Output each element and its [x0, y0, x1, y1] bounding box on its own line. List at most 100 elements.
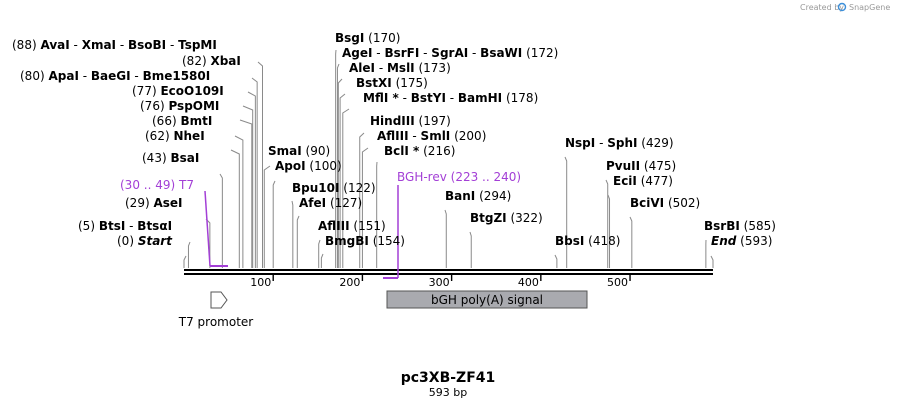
- enzyme-name: BtsαI: [137, 219, 172, 233]
- features: T7 promoter bGH poly(A) signal: [178, 290, 588, 329]
- cut-site-line: [607, 194, 611, 268]
- cut-site-lines: [183, 49, 714, 268]
- enzyme-label: NspI - SphI (429): [565, 136, 674, 150]
- snapgene-credit: Created by SnapGene: [800, 2, 890, 12]
- cut-position: (88): [12, 38, 37, 52]
- enzyme-name: SgrAI: [431, 46, 468, 60]
- enzyme-name: BstXI: [356, 76, 392, 90]
- enzyme-name: Bme1580I: [143, 69, 211, 83]
- enzyme-label: BbsI (418): [555, 234, 620, 248]
- enzyme-name: BtsI: [99, 219, 126, 233]
- enzyme-label: AflIII - SmlI (200): [377, 129, 486, 143]
- credit-brand: SnapGene: [849, 3, 890, 12]
- cut-site-line: [342, 108, 350, 268]
- cut-position: (76): [140, 99, 165, 113]
- enzyme-name: SmlI: [421, 129, 451, 143]
- enzyme-name: MslI: [387, 61, 415, 75]
- cut-position: (294): [479, 189, 511, 203]
- cut-position: (154): [373, 234, 405, 248]
- enzyme-label: Bpu10I (122): [292, 181, 376, 195]
- primer-label: BGH-rev (223 .. 240): [397, 170, 521, 184]
- cut-site-line: [361, 147, 369, 268]
- enzyme-label: PvuII (475): [606, 159, 676, 173]
- cut-position: (77): [132, 84, 157, 98]
- cut-position: (80): [20, 69, 45, 83]
- cut-position: (429): [641, 136, 673, 150]
- enzyme-label: BstXI (175): [356, 76, 428, 90]
- cut-site-line: [234, 135, 244, 268]
- cut-site-line: [291, 200, 294, 268]
- cut-position: (216): [423, 144, 455, 158]
- cut-position: (0): [117, 234, 134, 248]
- cut-site-line: [336, 63, 340, 268]
- enzyme-name: BbsI: [555, 234, 584, 248]
- ruler-tick-label: 100: [250, 276, 271, 289]
- primer-range: (223 .. 240): [451, 170, 521, 184]
- enzyme-name: XmaI: [82, 38, 116, 52]
- enzyme-label: (62) NheI: [145, 129, 205, 143]
- enzyme-label: (43) BsaI: [142, 151, 199, 165]
- cut-site-line: [337, 78, 343, 268]
- cut-position: (477): [641, 174, 673, 188]
- cut-position: (175): [396, 76, 428, 90]
- enzyme-name: BciVI: [630, 196, 664, 210]
- cut-position: (173): [418, 61, 450, 75]
- enzyme-name: BtgZI: [470, 211, 507, 225]
- cut-position: (170): [368, 31, 400, 45]
- enzyme-name: BsaWI: [480, 46, 522, 60]
- enzyme-name: EcoO109I: [160, 84, 223, 98]
- ruler-tick-label: 400: [518, 276, 539, 289]
- enzyme-label: (77) EcoO109I: [132, 84, 224, 98]
- enzyme-name: AseI: [153, 196, 182, 210]
- enzyme-label: (0) Start: [117, 234, 173, 248]
- cut-site-line: [242, 105, 254, 268]
- enzyme-label: (88) AvaI - XmaI - BsoBI - TspMI: [12, 38, 217, 52]
- cut-position: (172): [526, 46, 558, 60]
- enzyme-labels: (88) AvaI - XmaI - BsoBI - TspMI (82) Xba…: [12, 31, 776, 248]
- enzyme-label: (29) AseI: [125, 196, 183, 210]
- cut-position: (62): [145, 129, 170, 143]
- enzyme-name: AgeI: [342, 46, 372, 60]
- enzyme-name: AflIII: [318, 219, 350, 233]
- cut-position: (475): [644, 159, 676, 173]
- cut-site-line: [239, 119, 253, 268]
- cut-site-line: [219, 173, 223, 268]
- cut-position: (122): [343, 181, 375, 195]
- primer-leader-line: [204, 190, 211, 267]
- enzyme-label: (66) BmtI: [152, 114, 212, 128]
- primer-range: (30 .. 49): [120, 178, 175, 192]
- cut-position: (585): [744, 219, 776, 233]
- feature-label: T7 promoter: [178, 315, 254, 329]
- snapgene-logo-icon: [837, 2, 847, 12]
- cut-position: (418): [588, 234, 620, 248]
- map-title: pc3XB-ZF41: [401, 370, 496, 386]
- enzyme-label: AgeI - BsrFI - SgrAI - BsaWI (172): [342, 46, 558, 60]
- cut-site-line: [247, 91, 256, 268]
- cut-position: (5): [78, 219, 95, 233]
- enzyme-name: BsrBI: [704, 219, 740, 233]
- backbone: [184, 269, 713, 275]
- enzyme-name: BanI: [445, 189, 475, 203]
- enzyme-name: BsoBI: [128, 38, 166, 52]
- cut-site-line: [272, 180, 276, 268]
- credit-prefix: Created by: [800, 3, 844, 12]
- cut-position: (502): [668, 196, 700, 210]
- enzyme-label: AflIII (151): [318, 219, 386, 233]
- enzyme-label: EciI (477): [613, 174, 673, 188]
- cut-position: (593): [740, 234, 772, 248]
- enzyme-label: SmaI (90): [268, 144, 330, 158]
- ruler-tick-label: 200: [339, 276, 360, 289]
- enzyme-name: BstYI: [411, 91, 446, 105]
- enzyme-label: HindIII (197): [370, 114, 451, 128]
- cut-site-line: [296, 215, 300, 268]
- enzyme-name: ApoI: [275, 159, 306, 173]
- cut-position: (29): [125, 196, 150, 210]
- cut-position: (197): [419, 114, 451, 128]
- enzyme-name: Bpu10I: [292, 181, 339, 195]
- cut-position: (178): [506, 91, 538, 105]
- enzyme-name: End: [711, 234, 737, 248]
- enzyme-name: PvuII: [606, 159, 640, 173]
- enzyme-name: ApaI: [48, 69, 78, 83]
- enzyme-name: AfeI: [299, 196, 326, 210]
